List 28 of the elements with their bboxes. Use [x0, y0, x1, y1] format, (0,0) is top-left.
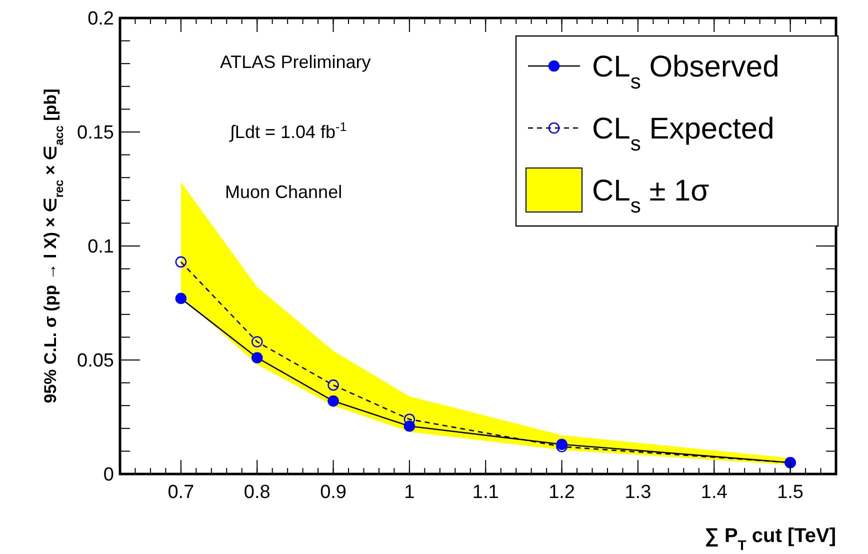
point	[175, 256, 187, 268]
x-tick-label: 0.7	[168, 482, 194, 503]
point	[404, 420, 416, 432]
x-tick-label: 1.5	[777, 482, 804, 503]
x-tick-label: 1.2	[548, 482, 575, 503]
x-tick-label: 1.3	[624, 482, 652, 503]
x-tick-label: 1.1	[472, 482, 499, 503]
y-tick-label: 0.1	[88, 236, 114, 258]
y-tick-label: 0.05	[77, 350, 114, 372]
point	[175, 292, 187, 304]
x-tick-label: 0.9	[320, 482, 346, 503]
legend-label: CL$_{s}$ Expected	[592, 112, 774, 155]
x-tick-label: 0.8	[244, 482, 270, 503]
y-tick-label: 0.2	[88, 8, 114, 30]
annotation: Muon Channel	[225, 182, 342, 202]
point	[251, 352, 263, 364]
annotation: CL$_{s}$ ± 1σ	[592, 174, 710, 217]
legend-label: CL$_{s}$ Observed	[592, 50, 780, 93]
annotation: ∫Ldt = 1.04 fb$^{-1}$	[229, 120, 347, 142]
x-tick-label: 1	[404, 482, 415, 503]
annotation: ATLAS Preliminary	[220, 52, 371, 72]
x-tick-label: 1.4	[700, 482, 728, 503]
y-tick-label: 0.15	[77, 122, 114, 144]
y-tick-label: 0	[103, 464, 114, 486]
point	[328, 395, 339, 407]
point	[251, 336, 263, 348]
x-axis-title: ∑ P$_{T}$ cut [TeV]	[704, 525, 836, 553]
point	[328, 379, 339, 391]
